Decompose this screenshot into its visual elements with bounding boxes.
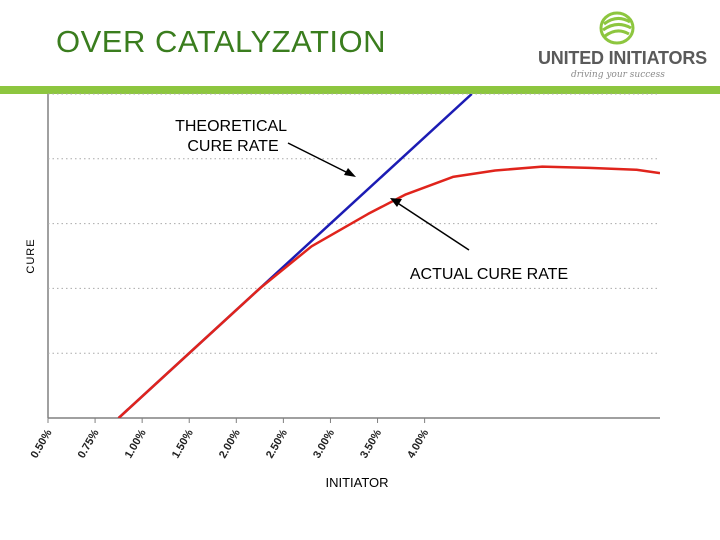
data-series xyxy=(117,94,660,418)
actual-annotation: ACTUAL CURE RATE xyxy=(390,198,568,283)
chart-frame xyxy=(47,94,660,419)
gridlines xyxy=(48,93,660,354)
x-tick-label: 0.50% xyxy=(29,427,55,460)
actual-label: ACTUAL CURE RATE xyxy=(410,266,568,283)
x-tick-label: 1.50% xyxy=(170,427,196,460)
theoretical-arrow xyxy=(287,142,351,175)
y-axis-title: CURE xyxy=(25,238,37,273)
theoretical-label-line-1: THEORETICAL xyxy=(175,118,287,135)
x-tick-label: 1.00% xyxy=(123,427,149,460)
theoretical-label: THEORETICAL CURE RATE xyxy=(175,118,291,155)
logo-swoosh-icon xyxy=(599,11,635,45)
theoretical-arrowhead-icon xyxy=(344,168,356,177)
actual-cure-line xyxy=(117,165,660,418)
x-tick-label: 0.75% xyxy=(76,427,102,460)
company-logo: UNITED INITIATORS driving your success xyxy=(538,10,708,80)
actual-arrowhead-icon xyxy=(390,198,402,207)
x-tick-label: 2.50% xyxy=(264,427,290,460)
x-tick-labels: 0.50% 0.75% 1.00% 1.50% 2.00% 2.50% 3.00% 3.50%… xyxy=(29,418,431,461)
x-tick-label: 4.00% xyxy=(405,427,431,460)
actual-arrow xyxy=(395,201,470,251)
x-tick-label: 2.00% xyxy=(217,427,243,460)
x-tick-label: 3.00% xyxy=(311,427,337,460)
page-title: OVER CATALYZATION xyxy=(56,24,387,59)
brand-name: UNITED INITIATORS xyxy=(538,48,707,68)
x-axis-title: INITIATOR xyxy=(325,475,388,490)
brand-tagline: driving your success xyxy=(571,70,665,80)
theoretical-annotation: THEORETICAL CURE RATE xyxy=(175,118,356,177)
theoretical-label-line-2: CURE RATE xyxy=(187,138,278,155)
header-divider-bar xyxy=(0,86,720,94)
x-tick-label: 3.50% xyxy=(358,427,384,460)
